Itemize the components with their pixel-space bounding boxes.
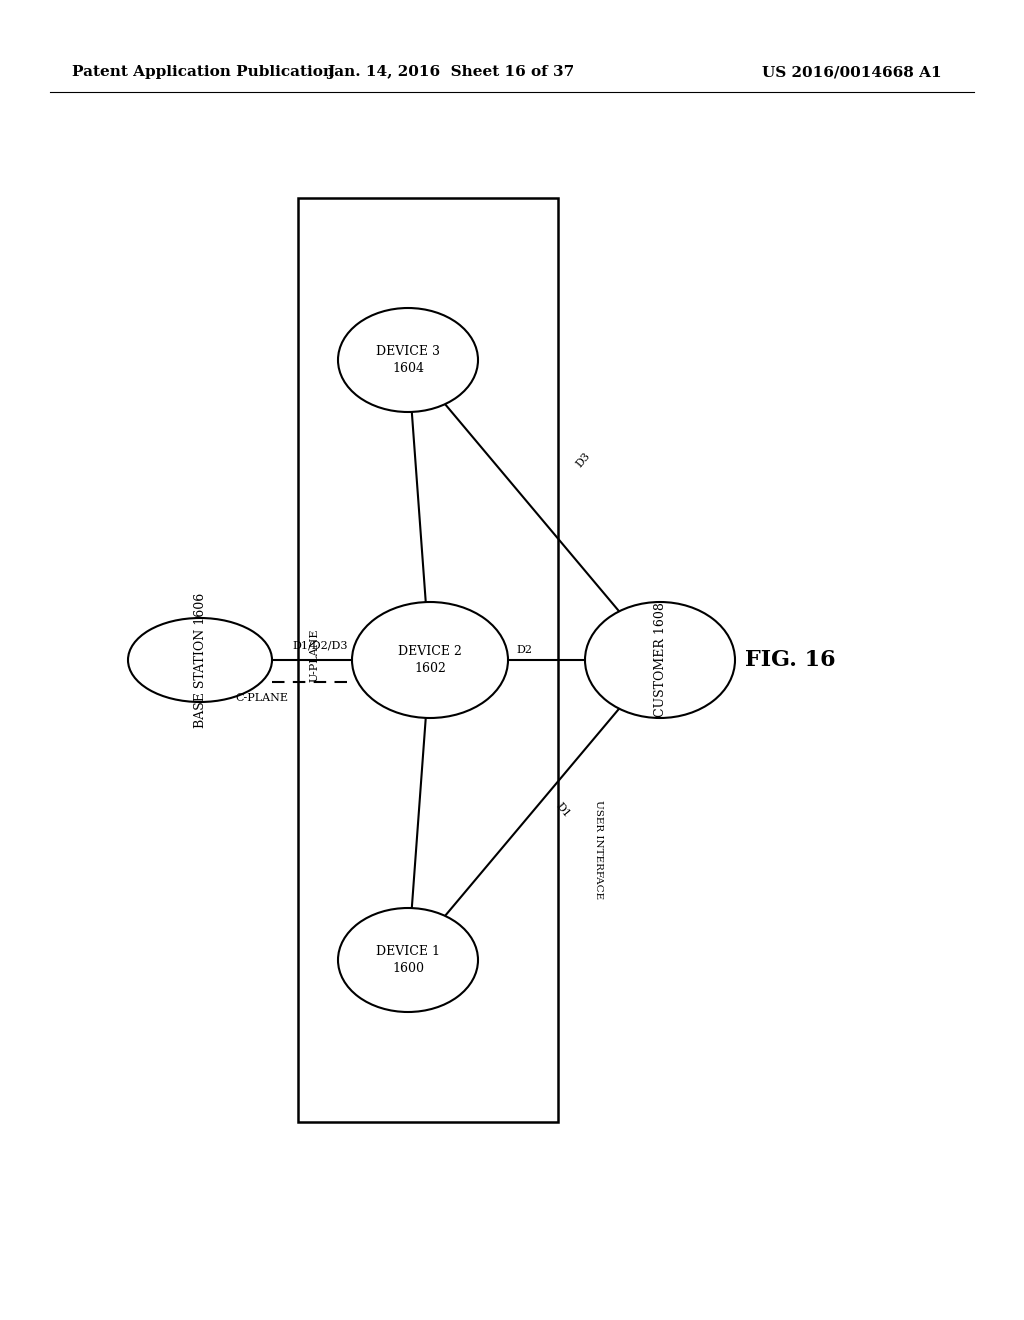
Bar [298, 198, 558, 1122]
Text: BASE STATION 1606: BASE STATION 1606 [194, 593, 207, 727]
Text: Patent Application Publication: Patent Application Publication [72, 65, 334, 79]
Ellipse shape [585, 602, 735, 718]
Text: U-PLANE: U-PLANE [310, 628, 319, 681]
Ellipse shape [338, 908, 478, 1012]
Text: FIG. 16: FIG. 16 [744, 649, 836, 671]
Text: D1: D1 [554, 801, 572, 820]
Ellipse shape [128, 618, 272, 702]
Text: D1/D2/D3: D1/D2/D3 [292, 642, 348, 651]
Ellipse shape [338, 308, 478, 412]
Text: US 2016/0014668 A1: US 2016/0014668 A1 [763, 65, 942, 79]
Text: C-PLANE: C-PLANE [234, 693, 288, 704]
Text: D2: D2 [516, 645, 532, 655]
Text: D3: D3 [574, 450, 592, 470]
Text: Jan. 14, 2016  Sheet 16 of 37: Jan. 14, 2016 Sheet 16 of 37 [327, 65, 574, 79]
Text: USER INTERFACE: USER INTERFACE [594, 800, 603, 899]
Text: DEVICE 1
1600: DEVICE 1 1600 [376, 945, 440, 975]
Text: CUSTOMER 1608: CUSTOMER 1608 [653, 602, 667, 718]
Text: DEVICE 2
1602: DEVICE 2 1602 [398, 645, 462, 675]
Ellipse shape [352, 602, 508, 718]
Text: DEVICE 3
1604: DEVICE 3 1604 [376, 345, 440, 375]
